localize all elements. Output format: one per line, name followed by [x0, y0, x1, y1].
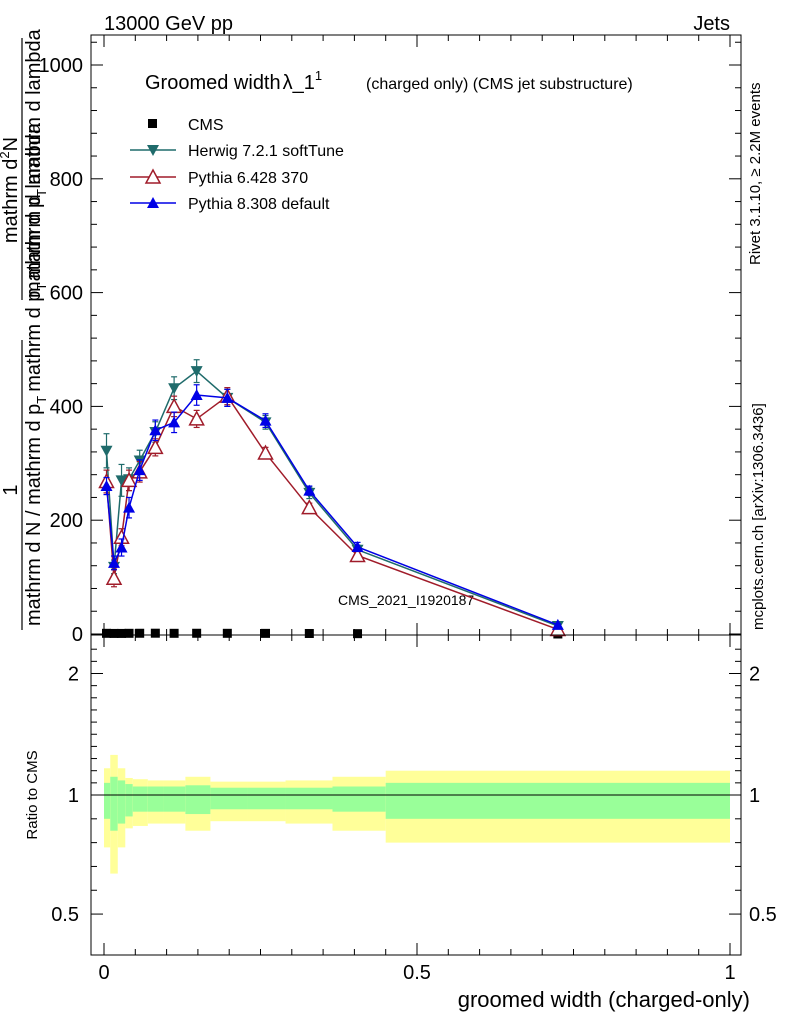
data-point: [108, 556, 121, 568]
data-point: [115, 475, 128, 487]
series-herwig: [100, 359, 564, 633]
legend-marker-cms: [148, 119, 157, 128]
legend-marker-herwig: [147, 145, 159, 156]
data-point: [120, 471, 138, 488]
data-point: [301, 499, 318, 515]
data-point: [168, 416, 181, 428]
legend-marker-pythia6: [144, 168, 162, 184]
legend-marker-pythia8: [147, 197, 159, 208]
data-point: [303, 484, 316, 496]
data-point: [351, 540, 364, 552]
main-axis-ticks: 0 200 400 600 800 1000: [39, 35, 741, 646]
legend-label-pythia8: Pythia 8.308 default: [188, 196, 330, 213]
data-point: [100, 445, 113, 457]
ylabel-den: mathrm d N / mathrm d pTmathrm d pTmathr…: [23, 122, 49, 626]
data-point: [102, 628, 112, 638]
plot-title: Groomed width λ_11 (charged only) (CMS je…: [145, 68, 633, 94]
data-point: [115, 541, 128, 553]
data-point: [117, 628, 127, 638]
legend: CMS Herwig 7.2.1 softTune Pythia 6.428 3…: [130, 117, 344, 213]
ratio-band-inner: [125, 784, 133, 817]
x-tick-label: 0.5: [403, 962, 431, 984]
ratio-band-inner: [285, 787, 333, 810]
ylabel-den2: mathrm d pTmathrm d lambda: [23, 28, 49, 298]
ratio-bands: [104, 754, 730, 874]
ratio-band-inner: [332, 786, 386, 812]
ratio-band-inner: [185, 785, 211, 815]
ratio-panel: 0.5 0.5 1 1 2 2 0 0.5 1 Ratio to CMS: [24, 634, 777, 984]
data-point: [304, 628, 314, 638]
data-point: [105, 569, 123, 585]
watermark: CMS_2021_I1920187: [338, 592, 474, 608]
series-layer: [98, 359, 567, 639]
main-panel: 0 200 400 600 800 1000 CMS_2021_I1920187 Groo…: [39, 34, 742, 874]
legend-label-herwig: Herwig 7.2.1 softTune: [188, 143, 344, 160]
ratio-y-label: Ratio to CMS: [24, 750, 41, 839]
data-point: [168, 383, 181, 395]
data-point: [149, 424, 162, 436]
ratio-band-inner: [247, 787, 286, 810]
data-point: [261, 628, 271, 638]
y-tick-label: 600: [50, 283, 83, 305]
y-axis-label-main: 1 mathrm d N / mathrm d pTmathrm d pTmat…: [0, 28, 49, 630]
data-point: [192, 628, 202, 638]
title-main: Groomed width λ_11: [145, 68, 322, 94]
ratio-band-inner: [210, 787, 248, 810]
ratio-band-inner: [132, 786, 148, 812]
data-point: [257, 444, 274, 460]
y-tick-label: 800: [50, 169, 83, 191]
header-energy: 13000 GeV pp: [104, 13, 233, 35]
data-point: [190, 366, 203, 378]
data-point: [353, 629, 363, 639]
y-tick-label: 0: [72, 624, 83, 646]
x-tick-label: 1: [724, 962, 735, 984]
data-point: [123, 501, 136, 513]
y-tick-label: 1000: [39, 55, 84, 77]
x-axis-label: groomed width (charged-only): [458, 987, 750, 1012]
data-point: [188, 410, 205, 426]
data-point: [169, 628, 179, 638]
title-suffix: (charged only) (CMS jet substructure): [366, 76, 633, 93]
ratio-axis-ticks: 0.5 0.5 1 1 2 2 0 0.5 1: [51, 635, 777, 984]
series-cms: [102, 628, 563, 639]
ylabel-num2: mathrm d2N: [0, 137, 22, 243]
data-point: [551, 618, 564, 630]
y-tick-label: 200: [50, 510, 83, 532]
data-point: [135, 628, 145, 638]
series-pythia8: [100, 384, 564, 630]
y-tick-label: 400: [50, 396, 83, 418]
ratio-y-tick-label-right: 0.5: [749, 904, 777, 926]
header-jets: Jets: [693, 13, 730, 35]
ratio-y-tick-label-left: 2: [68, 664, 79, 686]
ylabel-one: 1: [0, 484, 22, 495]
data-point: [124, 628, 134, 638]
data-point: [349, 546, 366, 563]
ratio-band-inner: [163, 786, 186, 812]
legend-label-pythia6: Pythia 6.428 370: [188, 170, 308, 187]
legend-label-cms: CMS: [188, 117, 224, 134]
data-point: [109, 628, 119, 638]
data-point: [222, 628, 232, 638]
data-point: [147, 438, 164, 455]
ratio-y-tick-label-left: 0.5: [51, 904, 79, 926]
data-point: [221, 391, 234, 403]
data-point: [190, 389, 203, 401]
data-point: [150, 628, 160, 638]
x-tick-label: 0: [98, 962, 109, 984]
ratio-band-inner: [385, 782, 730, 819]
ratio-band-inner: [110, 776, 118, 831]
ratio-y-tick-label-left: 1: [68, 785, 79, 807]
data-point: [100, 480, 113, 492]
mcplots-label: mcplots.cern.ch [arXiv:1306.3436]: [750, 403, 767, 630]
ratio-band-inner: [147, 786, 164, 812]
ratio-band-inner: [104, 782, 111, 819]
ratio-y-tick-label-right: 1: [749, 785, 760, 807]
data-point: [259, 414, 272, 426]
ratio-y-tick-label-right: 2: [749, 664, 760, 686]
rivet-label: Rivet 3.1.10, ≥ 2.2M events: [747, 83, 764, 266]
data-point: [133, 464, 146, 476]
ratio-band-inner: [117, 780, 126, 824]
